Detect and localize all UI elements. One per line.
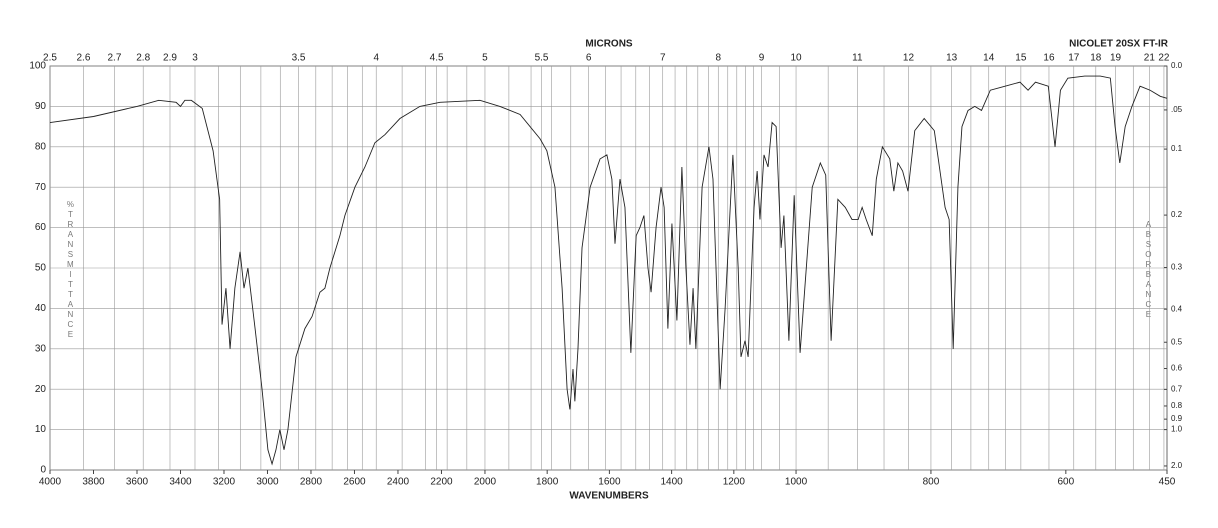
y-tick-label: 70	[35, 182, 47, 193]
y-tick-label: 80	[35, 141, 47, 152]
y2-tick-label: 0.6	[1171, 364, 1183, 373]
y-tick-label: 60	[35, 222, 47, 233]
y-tick-label: 90	[35, 101, 47, 112]
x-tick-label: 1200	[723, 477, 746, 488]
x-tick-label: 3400	[169, 477, 192, 488]
y2-tick-label: 0.5	[1171, 337, 1183, 346]
y-tick-label: 30	[35, 343, 47, 354]
x2-tick-label: 14	[983, 53, 995, 64]
x2-tick-label: 4.5	[430, 53, 444, 64]
x-tick-label: 1000	[785, 477, 808, 488]
x-tick-label: 2000	[474, 477, 497, 488]
x-tick-label: 600	[1057, 477, 1074, 488]
x2-tick-label: 2.7	[107, 53, 121, 64]
y2-tick-label: 0.3	[1171, 263, 1183, 272]
y-tick-label: 0	[40, 465, 46, 476]
spectrum-line	[49, 75, 1168, 466]
x-tick-label: 4000	[39, 477, 62, 488]
x2-tick-label: 12	[903, 53, 915, 64]
x2-tick-label: 2.9	[163, 53, 177, 64]
x2-tick-label: 2.6	[77, 53, 91, 64]
y-tick-label: 100	[29, 61, 46, 72]
x2-tick-label: 22	[1158, 53, 1170, 64]
y2-tick-label: 1.0	[1171, 425, 1183, 434]
x-tick-label: 3800	[82, 477, 105, 488]
y-tick-label: 20	[35, 384, 47, 395]
x2-tick-label: 2.8	[136, 53, 150, 64]
y2-tick-label: 0.8	[1171, 401, 1183, 410]
x-tick-label: 3200	[213, 477, 236, 488]
x2-tick-label: 21	[1144, 53, 1156, 64]
x2-tick-label: 5.5	[535, 53, 549, 64]
x2-tick-label: 8	[715, 53, 721, 64]
y2-tick-label: 2.0	[1171, 461, 1183, 470]
x-tick-label: 800	[923, 477, 940, 488]
y2-tick-label: 0.7	[1171, 385, 1183, 394]
x2-tick-label: 2.5	[43, 53, 57, 64]
x2-axis-title: MICRONS	[585, 39, 633, 50]
chart-title: NICOLET 20SX FT-IR	[1069, 39, 1169, 50]
y2-axis-title: ABSORBANCE	[1144, 220, 1153, 320]
y2-tick-label: 0.2	[1171, 210, 1183, 219]
x2-tick-label: 9	[759, 53, 765, 64]
x2-tick-label: 3	[192, 53, 198, 64]
y2-tick-label: 0.0	[1171, 61, 1183, 70]
y-tick-label: 10	[35, 424, 47, 435]
y2-tick-label: .05	[1171, 105, 1183, 114]
x2-tick-label: 4	[373, 53, 379, 64]
x2-tick-label: 6	[586, 53, 592, 64]
x2-tick-label: 18	[1090, 53, 1102, 64]
y-tick-label: 50	[35, 263, 47, 274]
x-axis-title: WAVENUMBERS	[569, 491, 649, 502]
y2-tick-label: 0.1	[1171, 144, 1183, 153]
x2-tick-label: 15	[1015, 53, 1027, 64]
x-tick-label: 450	[1159, 477, 1176, 488]
x-tick-label: 2400	[387, 477, 410, 488]
x-tick-label: 3000	[256, 477, 279, 488]
x-tick-label: 1400	[660, 477, 683, 488]
x-tick-label: 1800	[536, 477, 559, 488]
x-tick-label: 2600	[343, 477, 366, 488]
y2-tick-label: 0.4	[1171, 304, 1183, 313]
x2-tick-label: 16	[1043, 53, 1055, 64]
x2-tick-label: 13	[946, 53, 958, 64]
x2-tick-label: 5	[482, 53, 488, 64]
x-tick-label: 3600	[126, 477, 149, 488]
x2-tick-label: 19	[1110, 53, 1122, 64]
x-tick-label: 1600	[598, 477, 621, 488]
y2-tick-label: 0.9	[1171, 414, 1183, 423]
x2-tick-label: 7	[660, 53, 666, 64]
x2-tick-label: 17	[1068, 53, 1080, 64]
x-tick-label: 2800	[300, 477, 323, 488]
y-tick-label: 40	[35, 303, 47, 314]
y-axis-title: %TRANSMITTANCE	[66, 200, 75, 340]
x2-tick-label: 11	[852, 53, 863, 64]
x-tick-label: 2200	[430, 477, 453, 488]
x2-tick-label: 10	[790, 53, 802, 64]
x2-tick-label: 3.5	[292, 53, 306, 64]
